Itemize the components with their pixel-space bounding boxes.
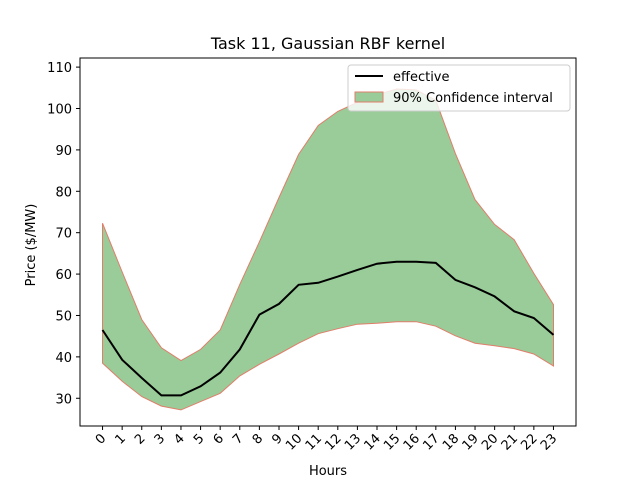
y-tick-label: 30: [55, 392, 72, 407]
y-tick-label: 110: [47, 61, 72, 76]
plot-frame: [79, 57, 577, 427]
x-tick-label: 1: [113, 431, 129, 447]
confidence-band-layer: [102, 88, 554, 411]
x-tick-label: 3: [152, 431, 168, 447]
legend-band-swatch: [354, 91, 384, 103]
legend-box: [347, 64, 571, 112]
x-tick-label: 8: [250, 431, 266, 447]
y-tick-label: 90: [55, 144, 72, 159]
effective-line-layer: [101, 260, 555, 397]
x-tick-label: 9: [269, 431, 285, 447]
y-tick-label: 70: [55, 227, 72, 242]
legend-label-confidence: 90% Confidence interval: [393, 91, 553, 106]
y-axis-label: Price ($/MW): [24, 204, 39, 287]
y-axis: 30 40 50 60 70 80 90 100 110: [47, 61, 80, 407]
y-tick-label: 40: [55, 351, 72, 366]
x-tick-label: 4: [171, 431, 187, 447]
legend-label-effective: effective: [393, 70, 450, 85]
y-tick-label: 100: [47, 103, 72, 118]
y-tick-label: 80: [55, 185, 72, 200]
legend: effective 90% Confidence interval: [347, 64, 571, 112]
x-tick-label: 23: [538, 431, 560, 453]
y-tick-label: 50: [55, 309, 72, 324]
x-tick-label: 5: [191, 431, 207, 447]
chart-title: Task 11, Gaussian RBF kernel: [210, 34, 445, 53]
x-tick-label: 7: [230, 431, 246, 447]
x-tick-label: 6: [211, 431, 227, 447]
effective-line: [101, 260, 555, 397]
x-axis-label: Hours: [309, 464, 347, 479]
x-tick-label: 0: [93, 431, 109, 447]
y-tick-label: 60: [55, 268, 72, 283]
confidence-band: [102, 88, 554, 411]
x-tick-label: 2: [132, 431, 148, 447]
